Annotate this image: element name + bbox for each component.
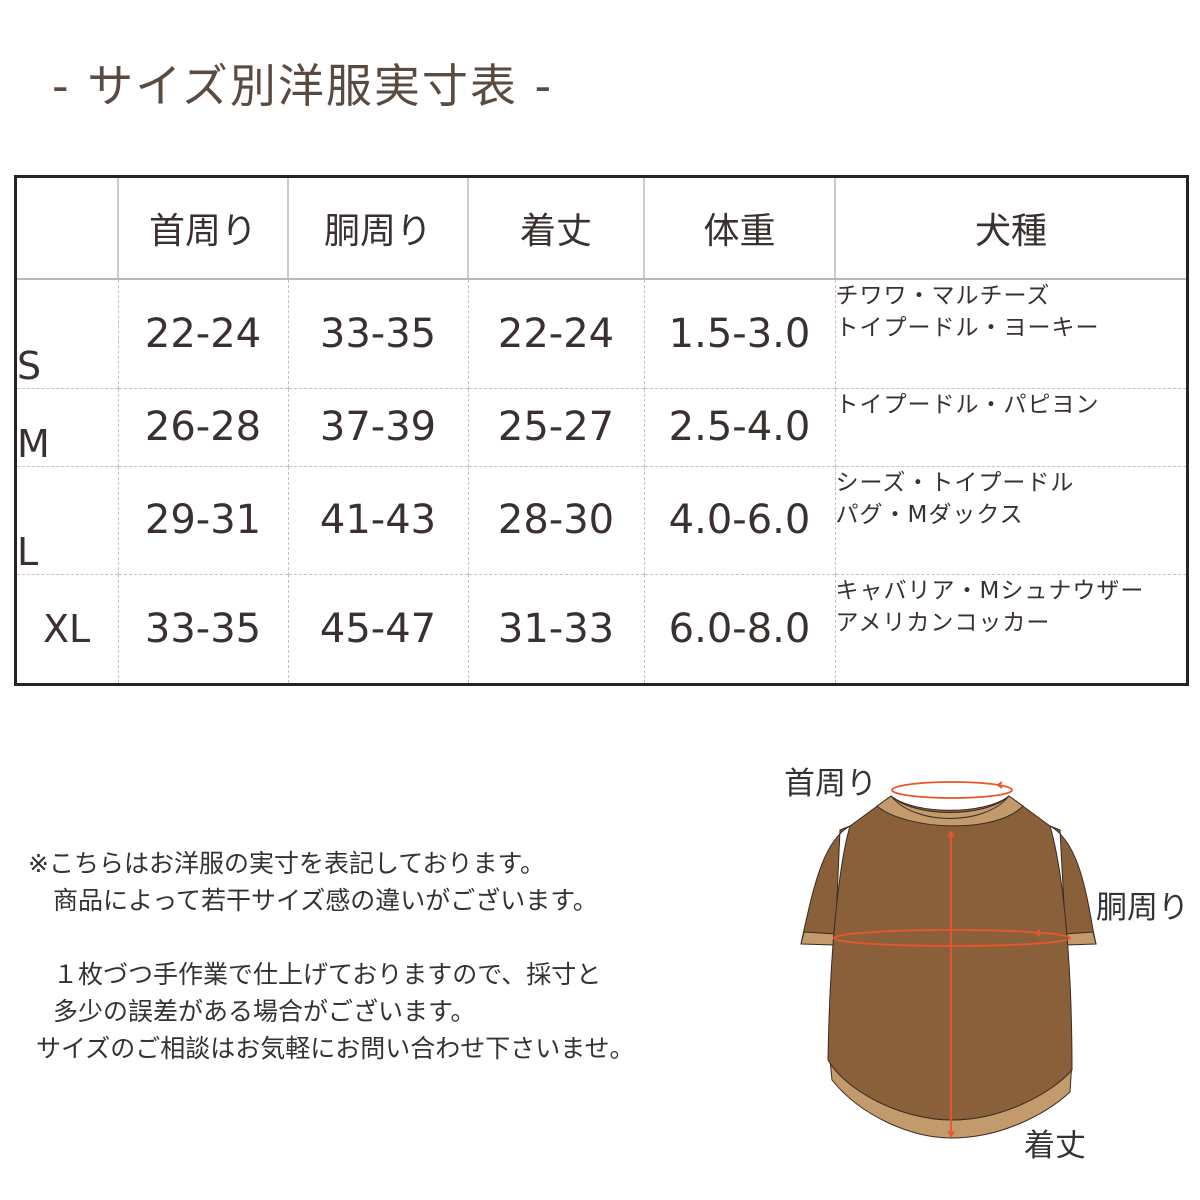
size-cell: S [15, 278, 118, 389]
length-cell: 22-24 [467, 278, 644, 389]
header-neck: 首周り [117, 176, 288, 280]
length-cell: 25-27 [467, 387, 644, 467]
neck-cell: 26-28 [117, 387, 288, 467]
table-row: M 26-28 37-39 25-27 2.5-4.0 トイプードル・パピヨン [15, 387, 1188, 467]
note-line: 商品によって若干サイズ感の違いがございます。 [28, 886, 598, 915]
breed-line: キャバリア・Mシュナウザー [835, 578, 1145, 605]
breed-line: チワワ・マルチーズ [835, 283, 1051, 309]
note-line: サイズのご相談はお気軽にお問い合わせ下さいませ。 [28, 1034, 635, 1063]
chest-label: 胴周り [1096, 890, 1189, 926]
shirt-illustration [800, 795, 1097, 1139]
breed-line: パグ・Mダックス [835, 501, 1024, 528]
length-label: 着丈 [1024, 1128, 1086, 1164]
header-weight: 体重 [643, 176, 835, 280]
breed-line: トイプードル・ヨーキー [835, 315, 1100, 341]
breed-line: トイプードル・パピヨン [835, 391, 1100, 418]
table-row: XL 33-35 45-47 31-33 6.0-8.0 キャバリア・Mシュナウ… [15, 574, 1188, 685]
note-line: １枚づつ手作業で仕上げておりますので、採寸と [28, 960, 602, 989]
breed-line: シーズ・トイプードル [835, 469, 1075, 496]
length-cell: 28-30 [467, 465, 644, 575]
page-title: - サイズ別洋服実寸表 - [52, 59, 554, 113]
chest-cell: 33-35 [287, 278, 468, 389]
table-row: L 29-31 41-43 28-30 4.0-6.0 シーズ・トイプードル パグ… [15, 465, 1188, 575]
size-cell: XL [15, 574, 118, 685]
neck-measure-icon [891, 781, 1013, 799]
note-line: ※こちらはお洋服の実寸を表記しております。 [28, 849, 545, 878]
weight-cell: 2.5-4.0 [643, 387, 835, 467]
chest-cell: 45-47 [287, 574, 468, 685]
chest-measure-icon [833, 929, 1071, 947]
measure-lines [833, 781, 1071, 1138]
breed-cell: トイプードル・パピヨン [834, 387, 1188, 467]
table-header-row: 首周り 胴周り 着丈 体重 犬種 [15, 176, 1188, 280]
table-row: S 22-24 33-35 22-24 1.5-3.0 チワワ・マルチーズトイプ… [15, 278, 1188, 389]
breed-cell: シーズ・トイプードル パグ・Mダックス [834, 465, 1188, 575]
header-breed: 犬種 [834, 176, 1188, 280]
size-cell: L [15, 465, 118, 575]
size-cell: M [15, 387, 118, 467]
breed-line: アメリカンコッカー [835, 610, 1051, 637]
header-size [15, 176, 118, 280]
length-cell: 31-33 [467, 574, 644, 685]
header-chest: 胴周り [287, 176, 468, 280]
neck-cell: 22-24 [117, 278, 288, 389]
left-cuff [800, 931, 837, 946]
breed-cell: キャバリア・Mシュナウザー アメリカンコッカー [834, 574, 1188, 685]
note-line: 多少の誤差がある場合がございます。 [28, 997, 476, 1026]
neck-cell: 33-35 [117, 574, 288, 685]
chest-cell: 41-43 [287, 465, 468, 575]
chest-cell: 37-39 [287, 387, 468, 467]
header-length: 着丈 [467, 176, 644, 280]
breed-cell: チワワ・マルチーズトイプードル・ヨーキー [834, 278, 1188, 389]
neck-cell: 29-31 [117, 465, 288, 575]
collar [876, 795, 1024, 827]
chest-arrow-icon [1034, 929, 1041, 937]
weight-cell: 1.5-3.0 [643, 278, 835, 389]
weight-cell: 4.0-6.0 [643, 465, 835, 575]
shirt-body [827, 795, 1073, 1121]
neck-label: 首周り [784, 766, 877, 802]
collar-line [890, 795, 1010, 819]
weight-cell: 6.0-8.0 [643, 574, 835, 685]
neck-arrow-icon [996, 781, 1003, 789]
size-table: 首周り 胴周り 着丈 体重 犬種 S 22-24 33-35 22-24 1.5… [14, 175, 1189, 686]
notes: ※こちらはお洋服の実寸を表記しております。 商品によって若干サイズ感の違いがござ… [28, 845, 634, 1067]
